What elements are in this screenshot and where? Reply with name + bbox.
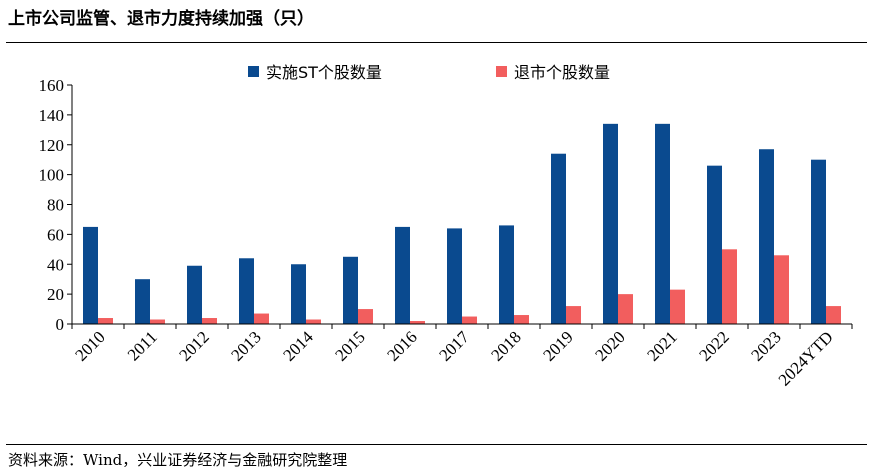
bottom-divider — [6, 444, 867, 445]
legend-label: 退市个股数量 — [514, 63, 610, 82]
x-tick-label: 2012 — [175, 327, 212, 364]
legend-label: 实施ST个股数量 — [266, 63, 382, 82]
legend-swatch — [248, 66, 259, 77]
bar-delisted-count — [202, 318, 217, 324]
bars — [83, 123, 841, 325]
axes: 0 20 40 60 80 100 120 140 160 2010 2011 2012 2013 201… — [39, 76, 853, 390]
bar-chart: 实施ST个股数量 退市个股数量 0 20 40 60 80 100 120 140 160 2010… — [39, 63, 853, 390]
bar-delisted-count — [618, 294, 633, 324]
bar-st-count — [135, 279, 150, 324]
bar-st-count — [655, 123, 670, 325]
bar-st-count — [83, 226, 98, 324]
bar-st-count — [603, 123, 618, 325]
bar-delisted-count — [774, 255, 789, 324]
x-tick-label: 2023 — [747, 327, 784, 364]
bar-delisted-count — [358, 309, 373, 324]
bar-st-count — [395, 226, 410, 324]
chart-title: 上市公司监管、退市力度持续加强（只） — [8, 9, 314, 29]
y-tick-label: 0 — [56, 315, 65, 334]
source-note: 资料来源：Wind，兴业证券经济与金融研究院整理 — [8, 451, 348, 469]
bar-st-count — [447, 228, 462, 324]
legend: 实施ST个股数量 退市个股数量 — [248, 63, 610, 82]
bar-delisted-count — [826, 306, 841, 324]
y-tick-label: 160 — [39, 76, 65, 95]
x-tick-label: 2010 — [71, 327, 108, 364]
x-tick-label: 2022 — [695, 327, 732, 364]
bar-delisted-count — [150, 319, 165, 324]
bar-delisted-count — [254, 313, 269, 324]
x-tick-label: 2011 — [124, 327, 161, 364]
x-tick-label: 2021 — [643, 327, 680, 364]
bar-delisted-count — [566, 306, 581, 324]
y-tick-label: 120 — [39, 136, 65, 155]
bar-st-count — [343, 256, 358, 324]
x-tick-label: 2019 — [539, 327, 576, 364]
bar-st-count — [239, 258, 254, 324]
y-tick-label: 40 — [47, 255, 64, 274]
bar-delisted-count — [514, 315, 529, 324]
bar-st-count — [759, 149, 774, 324]
bar-st-count — [187, 265, 202, 324]
x-tick-label: 2024YTD — [775, 327, 837, 389]
bar-delisted-count — [670, 289, 685, 324]
bar-delisted-count — [462, 316, 477, 324]
x-tick-label: 2016 — [383, 327, 420, 364]
y-tick-label: 80 — [47, 196, 64, 215]
bar-st-count — [499, 225, 514, 324]
x-tick-label: 2018 — [487, 327, 524, 364]
bar-st-count — [291, 264, 306, 324]
y-tick-label: 60 — [47, 225, 64, 244]
bar-delisted-count — [410, 321, 425, 324]
top-divider — [6, 42, 867, 43]
bar-st-count — [811, 159, 826, 324]
bar-delisted-count — [722, 249, 737, 324]
bar-delisted-count — [306, 319, 321, 324]
x-tick-label: 2015 — [331, 327, 368, 364]
x-tick-label: 2020 — [591, 327, 628, 364]
bar-st-count — [707, 165, 722, 324]
y-tick-label: 140 — [39, 106, 65, 125]
legend-swatch — [496, 66, 507, 77]
x-tick-label: 2014 — [279, 327, 317, 365]
x-tick-label: 2017 — [435, 327, 473, 365]
x-tick-label: 2013 — [227, 327, 264, 364]
y-tick-label: 100 — [39, 166, 65, 185]
y-tick-label: 20 — [47, 285, 64, 304]
bar-st-count — [551, 153, 566, 324]
bar-delisted-count — [98, 318, 113, 324]
